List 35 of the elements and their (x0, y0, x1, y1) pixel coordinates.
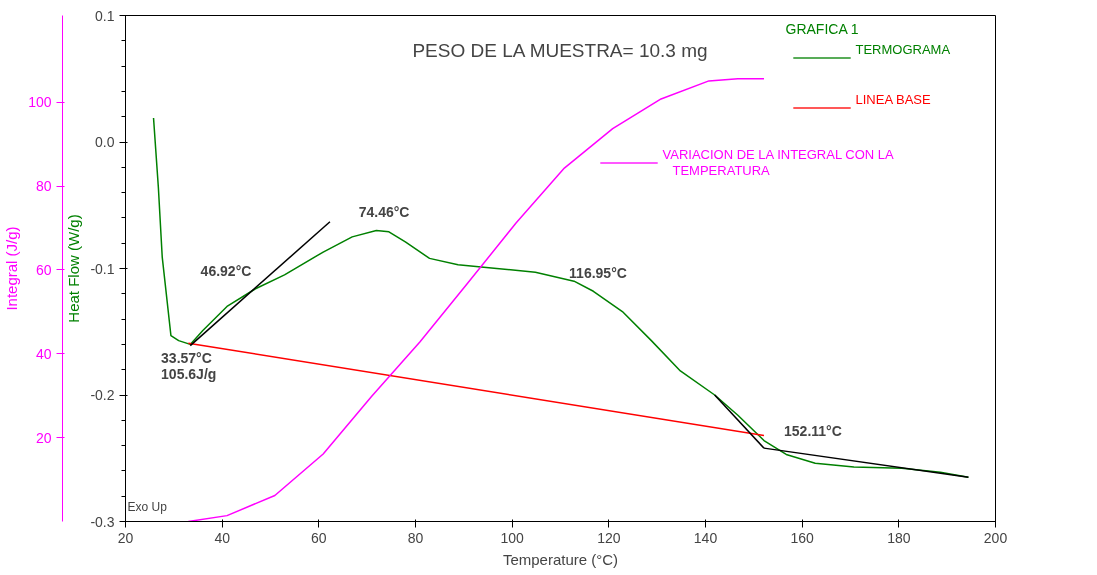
x-tick-label: 140 (693, 529, 718, 546)
y2-tick-label: 20 (35, 429, 52, 446)
legend-label: VARIACION DE LA INTEGRAL CON LA TEMPERATURA (662, 146, 894, 178)
y2-tick-label: 80 (35, 178, 52, 195)
y2-tick-label: 100 (28, 94, 52, 111)
y-tick-label: 0.1 (95, 7, 115, 24)
y-axis-title: Heat Flow (W/g) (65, 214, 83, 323)
annotation: 116.95°C (569, 265, 627, 282)
annotation: Exo Up (127, 499, 168, 514)
x-tick-label: 100 (500, 529, 525, 546)
legend-label: TERMOGRAMA (855, 41, 951, 57)
x-tick-label: 180 (887, 529, 911, 546)
x-tick-label: 120 (597, 529, 621, 546)
annotation: 33.57°C (161, 350, 212, 367)
y2-tick-label: 60 (35, 261, 52, 278)
x-tick-label: 60 (311, 529, 327, 546)
legend-label: LINEA BASE (855, 91, 931, 107)
y-tick-label: 0.0 (95, 134, 115, 150)
annotation: 74.46°C (358, 203, 410, 220)
x-axis-title: Temperature (°C) (502, 550, 619, 568)
annotation: 46.92°C (200, 262, 252, 279)
x-tick-label: 80 (407, 529, 424, 546)
y-tick-label: -0.1 (90, 260, 115, 277)
x-tick-label: 20 (117, 529, 134, 546)
y-tick-label: -0.3 (90, 513, 115, 530)
x-tick-label: 160 (790, 529, 815, 546)
y-tick-label: -0.2 (90, 387, 115, 403)
annotation: 105.6J/g (161, 366, 217, 383)
annotation: 152.11°C (784, 422, 842, 439)
x-tick-label: 40 (214, 529, 231, 546)
x-tick-label: 200 (983, 529, 1008, 546)
text: PESO DE LA MUESTRA= 10.3 mg (412, 39, 708, 61)
y2-tick-label: 40 (35, 345, 52, 362)
legend-title: GRAFICA 1 (785, 20, 859, 37)
y2-axis-title: Integral (J/g) (3, 226, 21, 311)
